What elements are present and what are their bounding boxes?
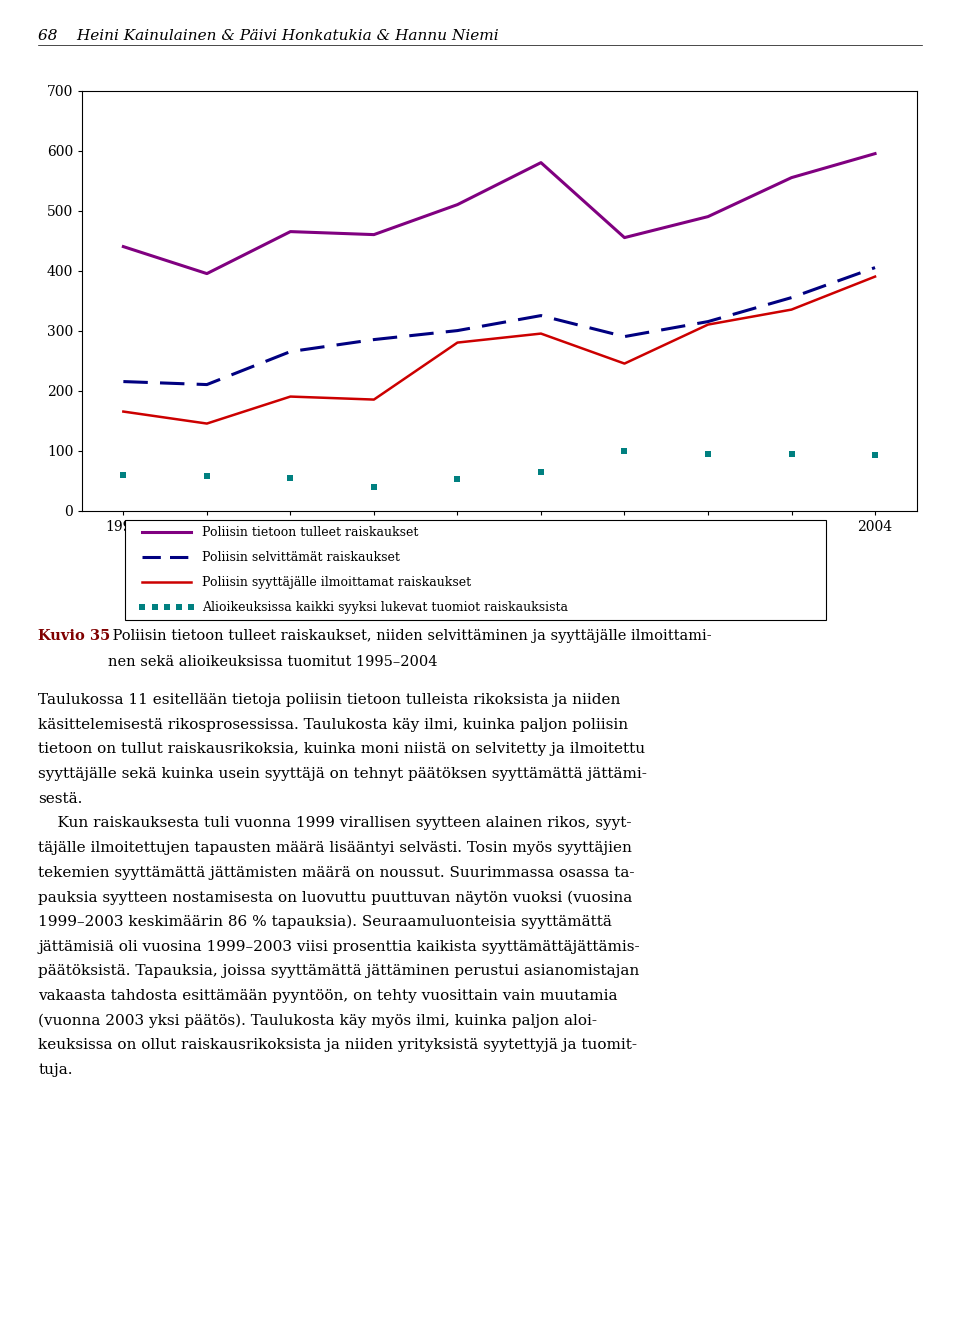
Text: vakaasta tahdosta esittämään pyyntöön, on tehty vuosittain vain muutamia: vakaasta tahdosta esittämään pyyntöön, o…	[38, 989, 618, 1004]
Text: nen sekä alioikeuksissa tuomitut 1995–2004: nen sekä alioikeuksissa tuomitut 1995–20…	[108, 655, 438, 669]
Text: Poliisin selvittämät raiskaukset: Poliisin selvittämät raiskaukset	[202, 551, 399, 564]
Text: Kun raiskauksesta tuli vuonna 1999 virallisen syytteen alainen rikos, syyt-: Kun raiskauksesta tuli vuonna 1999 viral…	[38, 816, 632, 830]
Text: Alioikeuksissa kaikki syyksi lukevat tuomiot raiskauksista: Alioikeuksissa kaikki syyksi lukevat tuo…	[202, 601, 568, 615]
Text: täjälle ilmoitettujen tapausten määrä lisääntyi selvästi. Tosin myös syyttäjien: täjälle ilmoitettujen tapausten määrä li…	[38, 841, 633, 856]
Text: 68    Heini Kainulainen & Päivi Honkatukia & Hannu Niemi: 68 Heini Kainulainen & Päivi Honkatukia …	[38, 29, 499, 44]
Text: päätöksistä. Tapauksia, joissa syyttämättä jättäminen perustui asianomistajan: päätöksistä. Tapauksia, joissa syyttämät…	[38, 965, 639, 978]
Text: Poliisin tietoon tulleet raiskaukset: Poliisin tietoon tulleet raiskaukset	[202, 525, 419, 539]
Text: 1999–2003 keskimäärin 86 % tapauksia). Seuraamuluonteisia syyttämättä: 1999–2003 keskimäärin 86 % tapauksia). S…	[38, 914, 612, 929]
Text: tuja.: tuja.	[38, 1064, 73, 1077]
Text: tietoon on tullut raiskausrikoksia, kuinka moni niistä on selvitetty ja ilmoitet: tietoon on tullut raiskausrikoksia, kuin…	[38, 742, 645, 757]
Text: Poliisin syyttäjälle ilmoittamat raiskaukset: Poliisin syyttäjälle ilmoittamat raiskau…	[202, 576, 471, 589]
Text: käsittelemisestä rikosprosessissa. Taulukosta käy ilmi, kuinka paljon poliisin: käsittelemisestä rikosprosessissa. Taulu…	[38, 717, 629, 732]
Text: tekemien syyttämättä jättämisten määrä on noussut. Suurimmassa osassa ta-: tekemien syyttämättä jättämisten määrä o…	[38, 866, 635, 880]
Text: syyttäjälle sekä kuinka usein syyttäjä on tehnyt päätöksen syyttämättä jättämi-: syyttäjälle sekä kuinka usein syyttäjä o…	[38, 768, 647, 781]
Text: Kuvio 35: Kuvio 35	[38, 629, 110, 644]
Text: (vuonna 2003 yksi päätös). Taulukosta käy myös ilmi, kuinka paljon aloi-: (vuonna 2003 yksi päätös). Taulukosta kä…	[38, 1013, 597, 1028]
Text: pauksia syytteen nostamisesta on luovuttu puuttuvan näytön vuoksi (vuosina: pauksia syytteen nostamisesta on luovutt…	[38, 890, 633, 905]
Text: sestä.: sestä.	[38, 792, 83, 806]
Text: Poliisin tietoon tulleet raiskaukset, niiden selvittäminen ja syyttäjälle ilmoit: Poliisin tietoon tulleet raiskaukset, ni…	[108, 629, 712, 644]
Text: keuksissa on ollut raiskausrikoksista ja niiden yrityksistä syytettyjä ja tuomit: keuksissa on ollut raiskausrikoksista ja…	[38, 1038, 637, 1053]
Text: jättämisiä oli vuosina 1999–2003 viisi prosenttia kaikista syyttämättäjättämis-: jättämisiä oli vuosina 1999–2003 viisi p…	[38, 940, 640, 954]
Text: Taulukossa 11 esitellään tietoja poliisin tietoon tulleista rikoksista ja niiden: Taulukossa 11 esitellään tietoja poliisi…	[38, 693, 621, 708]
